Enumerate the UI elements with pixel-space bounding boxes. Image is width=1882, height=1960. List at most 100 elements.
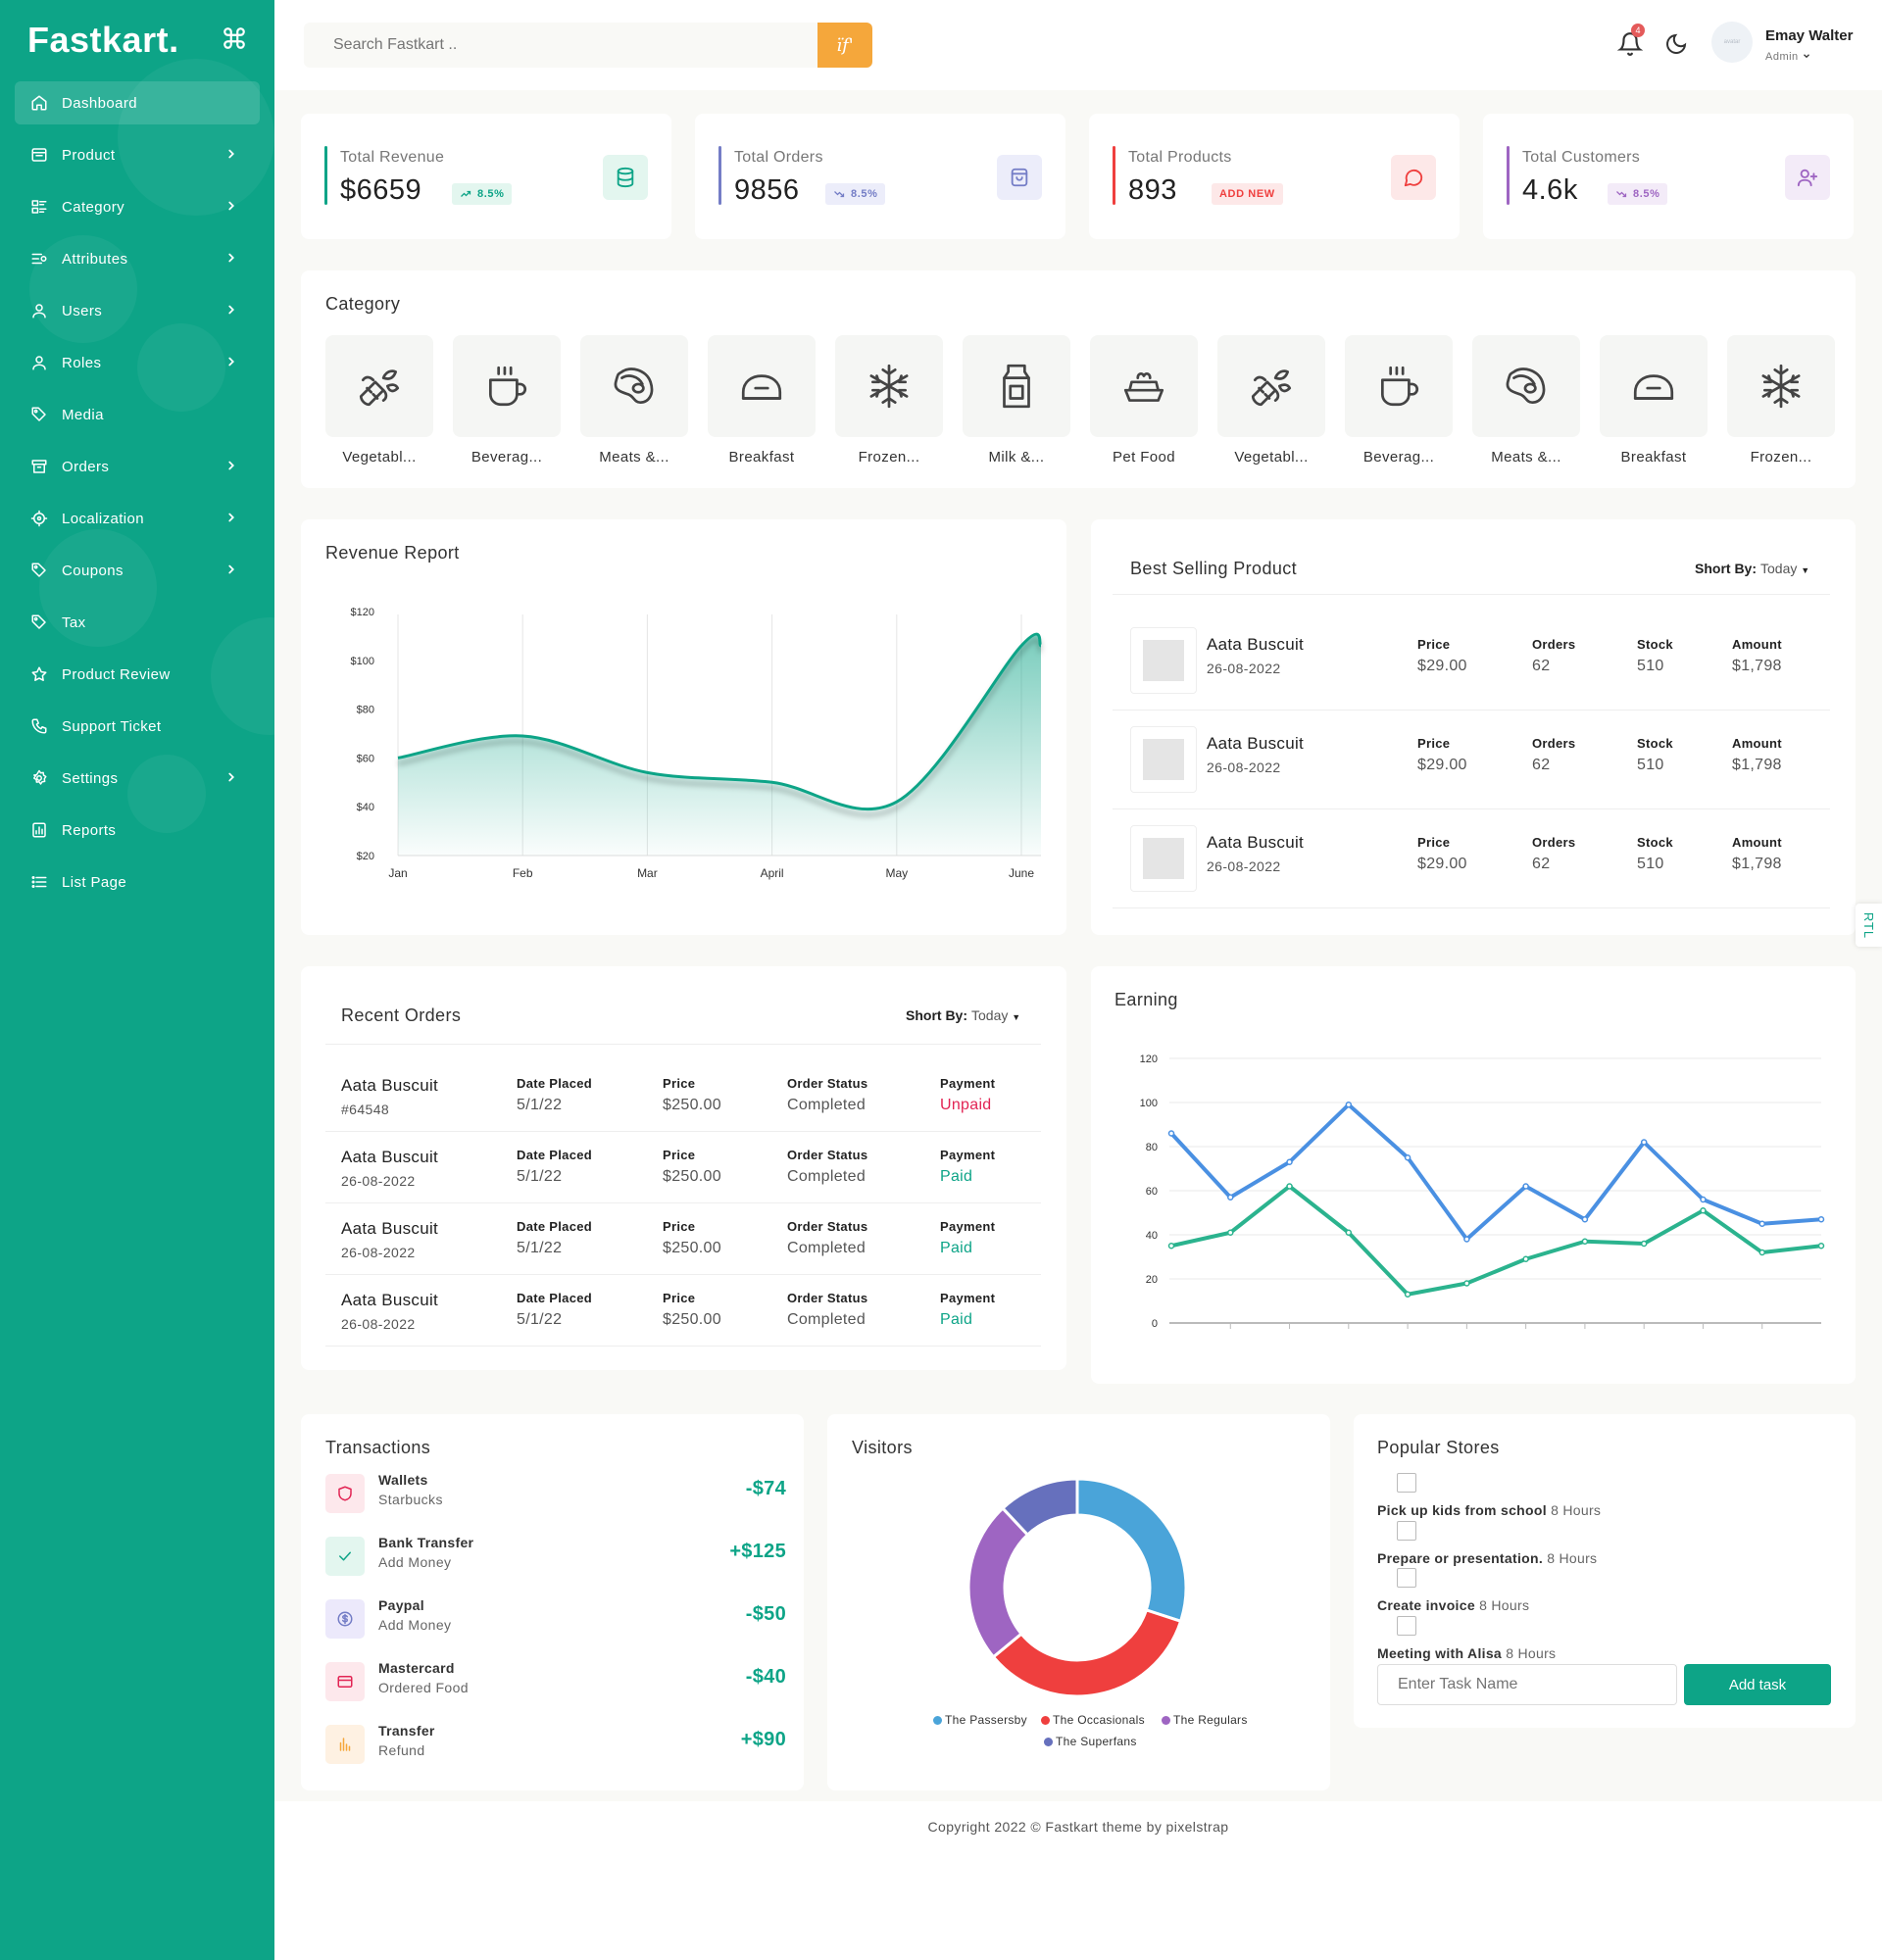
category-item[interactable]: Breakfast (1600, 335, 1708, 466)
donut-slice[interactable] (1075, 1477, 1188, 1624)
recent-orders-sort[interactable]: Short By: Today ▼ (906, 1007, 1021, 1023)
cell-payment: Payment Paid (940, 1219, 995, 1257)
avatar[interactable]: avatar (1711, 22, 1753, 63)
user-role[interactable]: Admin (1765, 51, 1811, 63)
category-item[interactable]: Vegetabl... (325, 335, 433, 466)
table-row[interactable]: Aata Buscuit #64548 Date Placed 5/1/22 Price… (325, 1060, 1041, 1132)
sidebar-item-attributes[interactable]: Attributes (15, 237, 260, 280)
legend-item[interactable]: The Occasionals (1041, 1713, 1145, 1727)
donut-slice[interactable] (966, 1505, 1030, 1659)
table-row[interactable]: Aata Buscuit 26-08-2022 Date Placed 5/1/22 P… (325, 1275, 1041, 1347)
cell-value: 5/1/22 (517, 1311, 563, 1328)
sidebar-item-tax[interactable]: Tax (15, 601, 260, 644)
add-new-badge[interactable]: ADD NEW (1212, 183, 1283, 205)
legend-label: The Passersby (945, 1713, 1027, 1727)
sidebar-item-roles[interactable]: Roles (15, 341, 260, 384)
sidebar-item-coupons[interactable]: Coupons (15, 549, 260, 592)
sidebar-item-label: Tax (62, 613, 86, 631)
legend-item[interactable]: The Regulars (1162, 1713, 1248, 1727)
cell-price: Price $250.00 (663, 1148, 721, 1186)
visitors-title: Visitors (852, 1438, 913, 1457)
transaction-item[interactable]: Paypal Add Money -$50 (325, 1595, 786, 1644)
donut-slice[interactable] (991, 1607, 1183, 1698)
category-label: Meats &... (1491, 449, 1561, 466)
donut-slice[interactable] (1000, 1477, 1079, 1538)
category-item[interactable]: Pet Food (1090, 335, 1198, 466)
legend-item[interactable]: The Superfans (1044, 1735, 1137, 1748)
category-item[interactable]: Milk &... (963, 335, 1070, 466)
sidebar-item-orders[interactable]: Orders (15, 445, 260, 488)
vegetable-icon (359, 369, 400, 407)
stat-card-total-revenue[interactable]: Total Revenue $6659 8.5% (301, 114, 671, 239)
sidebar-item-product-review[interactable]: Product Review (15, 653, 260, 696)
stat-icon-box (1785, 155, 1830, 200)
category-icon-box (1090, 335, 1198, 437)
category-item[interactable]: Frozen... (835, 335, 943, 466)
cell-value: Completed (787, 1240, 867, 1256)
sidebar-item-reports[interactable]: Reports (15, 808, 260, 852)
table-row[interactable]: Aata Buscuit 26-08-2022 Date Placed 5/1/22 P… (325, 1132, 1041, 1203)
category-item[interactable]: Meats &... (1472, 335, 1580, 466)
table-row[interactable]: Aata Buscuit 26-08-2022 Price $29.00 Orders 6… (1113, 809, 1830, 908)
stat-accent-bar (1113, 146, 1115, 205)
x-tick-label: May (885, 866, 908, 880)
sidebar-item-label: Coupons (62, 562, 124, 579)
task-name: Meeting with Alisa (1377, 1644, 1503, 1661)
sidebar-item-media[interactable]: Media (15, 393, 260, 436)
sidebar-item-category[interactable]: Category (15, 185, 260, 228)
category-item[interactable]: Vegetabl... (1217, 335, 1325, 466)
sidebar-item-list-page[interactable]: List Page (15, 860, 260, 904)
user-name[interactable]: Emay Walter (1765, 27, 1854, 44)
transaction-item[interactable]: Wallets Starbucks -$74 (325, 1470, 786, 1519)
category-item[interactable]: Beverag... (1345, 335, 1453, 466)
transaction-item[interactable]: Bank Transfer Add Money +$125 (325, 1533, 786, 1582)
task-item: Prepare or presentation. 8 Hours (1377, 1550, 1597, 1566)
x-tick-label: Mar (637, 866, 658, 880)
image-placeholder-icon (1143, 838, 1184, 879)
task-checkbox[interactable] (1397, 1568, 1416, 1588)
sidebar-item-users[interactable]: Users (15, 289, 260, 332)
sidebar-item-settings[interactable]: Settings (15, 757, 260, 800)
task-checkbox[interactable] (1397, 1473, 1416, 1493)
sidebar-item-dashboard[interactable]: Dashboard (15, 81, 260, 124)
order-sub: 26-08-2022 (341, 1245, 416, 1260)
task-time: 8 Hours (1551, 1502, 1602, 1518)
table-row[interactable]: Aata Buscuit 26-08-2022 Price $29.00 Orders 6… (1113, 612, 1830, 710)
category-label: Milk &... (988, 449, 1045, 466)
search-button[interactable]: ïf' (817, 23, 872, 68)
stat-card-total-customers[interactable]: Total Customers 4.6k 8.5% (1483, 114, 1854, 239)
transaction-item[interactable]: Mastercard Ordered Food -$40 (325, 1658, 786, 1707)
search-input[interactable] (304, 23, 814, 68)
task-checkbox[interactable] (1397, 1615, 1416, 1636)
transactions-title: Transactions (325, 1438, 431, 1457)
sidebar-nav: Dashboard Product Category Attributes Users R… (15, 81, 260, 912)
category-item[interactable]: Meats &... (580, 335, 688, 466)
table-row[interactable]: Aata Buscuit 26-08-2022 Price $29.00 Orders 6… (1113, 710, 1830, 809)
stat-change-text: 8.5% (477, 188, 505, 200)
rtl-toggle-button[interactable]: RTL (1856, 904, 1882, 947)
brand-logo[interactable]: Fastkart. (27, 20, 179, 60)
transaction-item[interactable]: Transfer Refund +$90 (325, 1721, 786, 1770)
cell-header: Amount (1732, 736, 1782, 751)
sidebar-item-support-ticket[interactable]: Support Ticket (15, 705, 260, 748)
legend-dot (1044, 1738, 1053, 1746)
category-item[interactable]: Beverag... (453, 335, 561, 466)
stat-card-total-orders[interactable]: Total Orders 9856 8.5% (695, 114, 1065, 239)
add-task-button[interactable]: Add task (1684, 1664, 1831, 1705)
task-checkbox[interactable] (1397, 1520, 1416, 1541)
stat-card-total-products[interactable]: Total Products 893 ADD NEW (1089, 114, 1460, 239)
sidebar-item-product[interactable]: Product (15, 133, 260, 176)
gear-icon (33, 769, 47, 785)
table-row[interactable]: Aata Buscuit 26-08-2022 Date Placed 5/1/22 P… (325, 1203, 1041, 1275)
sidebar-item-localization[interactable]: Localization (15, 497, 260, 540)
legend-item[interactable]: The Passersby (933, 1713, 1027, 1727)
earning-point (1758, 1249, 1765, 1256)
category-item[interactable]: Breakfast (708, 335, 816, 466)
grid-toggle-icon[interactable] (222, 25, 247, 51)
category-item[interactable]: Frozen... (1727, 335, 1835, 466)
task-name-input[interactable] (1377, 1664, 1677, 1705)
sidebar-icon (30, 873, 48, 891)
best-selling-sort[interactable]: Short By: Today ▼ (1695, 561, 1810, 576)
cell-header: Stock (1637, 835, 1673, 850)
moon-icon[interactable] (1664, 32, 1688, 56)
